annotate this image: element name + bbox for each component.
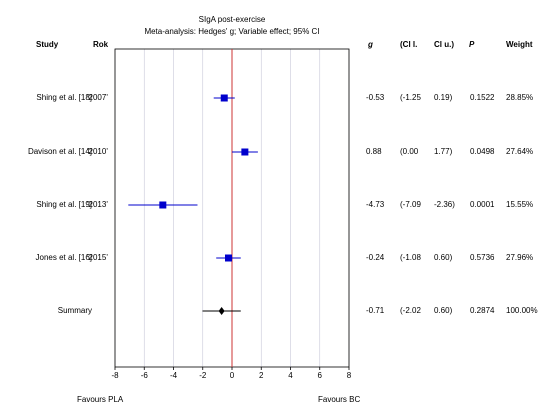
row-g: 0.88 [366, 147, 382, 156]
row-p: 0.2874 [470, 306, 495, 315]
x-tick-label: -4 [170, 371, 178, 380]
row-year: '2013' [87, 200, 108, 209]
row-study: Jones et al. [16] [35, 253, 92, 262]
row-ci-low: (-7.09 [400, 200, 421, 209]
x-tick-label: 2 [259, 371, 264, 380]
effect-marker [241, 148, 249, 156]
x-tick-label: -6 [141, 371, 149, 380]
favours-bc-label: Favours BC [318, 395, 361, 404]
header-year: Rok [93, 40, 109, 49]
header-study: Study [36, 40, 59, 49]
header-ci-up: Cl u.) [434, 40, 454, 49]
effect-marker [224, 254, 232, 262]
row-ci-low: (-2.02 [400, 306, 421, 315]
row-ci-low: (-1.08 [400, 253, 421, 262]
row-g: -0.71 [366, 306, 385, 315]
effect-marker [220, 94, 228, 102]
x-tick-label: 0 [230, 371, 235, 380]
row-weight: 28.85% [506, 93, 534, 102]
row-year: '2010' [87, 147, 108, 156]
row-ci-low: (0.00 [400, 147, 419, 156]
row-weight: 100.00% [506, 306, 538, 315]
row-study: Shing et al. [19] [36, 200, 92, 209]
row-study: Summary [57, 306, 92, 315]
row-ci-up: 1.77) [434, 147, 453, 156]
x-tick-label: 4 [288, 371, 293, 380]
row-year: '2007' [87, 93, 108, 102]
row-p: 0.0001 [470, 200, 495, 209]
row-study: Davison et al. [14] [27, 147, 92, 156]
header-weight: Weight [506, 40, 533, 49]
row-ci-up: 0.60) [434, 253, 453, 262]
row-study: Shing et al. [18] [36, 93, 92, 102]
header-g: g [368, 40, 373, 49]
x-tick-label: -2 [199, 371, 207, 380]
chart-title: SIgA post-exercise [198, 15, 266, 24]
favours-pla-label: Favours PLA [77, 395, 124, 404]
summary-diamond [218, 307, 225, 315]
row-g: -4.73 [366, 200, 385, 209]
row-weight: 27.64% [506, 147, 534, 156]
row-p: 0.1522 [470, 93, 495, 102]
row-p: 0.5736 [470, 253, 495, 262]
row-g: -0.53 [366, 93, 385, 102]
x-tick-label: 6 [318, 371, 323, 380]
row-g: -0.24 [366, 253, 385, 262]
effect-marker [159, 201, 167, 209]
chart-subtitle: Meta-analysis: Hedges' g; Variable effec… [144, 27, 320, 36]
header-p: P [469, 40, 475, 49]
row-weight: 27.96% [506, 253, 534, 262]
x-tick-label: 8 [347, 371, 352, 380]
header-ci-low: (Cl l. [400, 40, 418, 49]
row-ci-low: (-1.25 [400, 93, 421, 102]
x-tick-label: -8 [111, 371, 119, 380]
row-ci-up: -2.36) [434, 200, 455, 209]
row-ci-up: 0.60) [434, 306, 453, 315]
row-ci-up: 0.19) [434, 93, 453, 102]
row-p: 0.0498 [470, 147, 495, 156]
row-weight: 15.55% [506, 200, 534, 209]
row-year: '2015' [87, 253, 108, 262]
